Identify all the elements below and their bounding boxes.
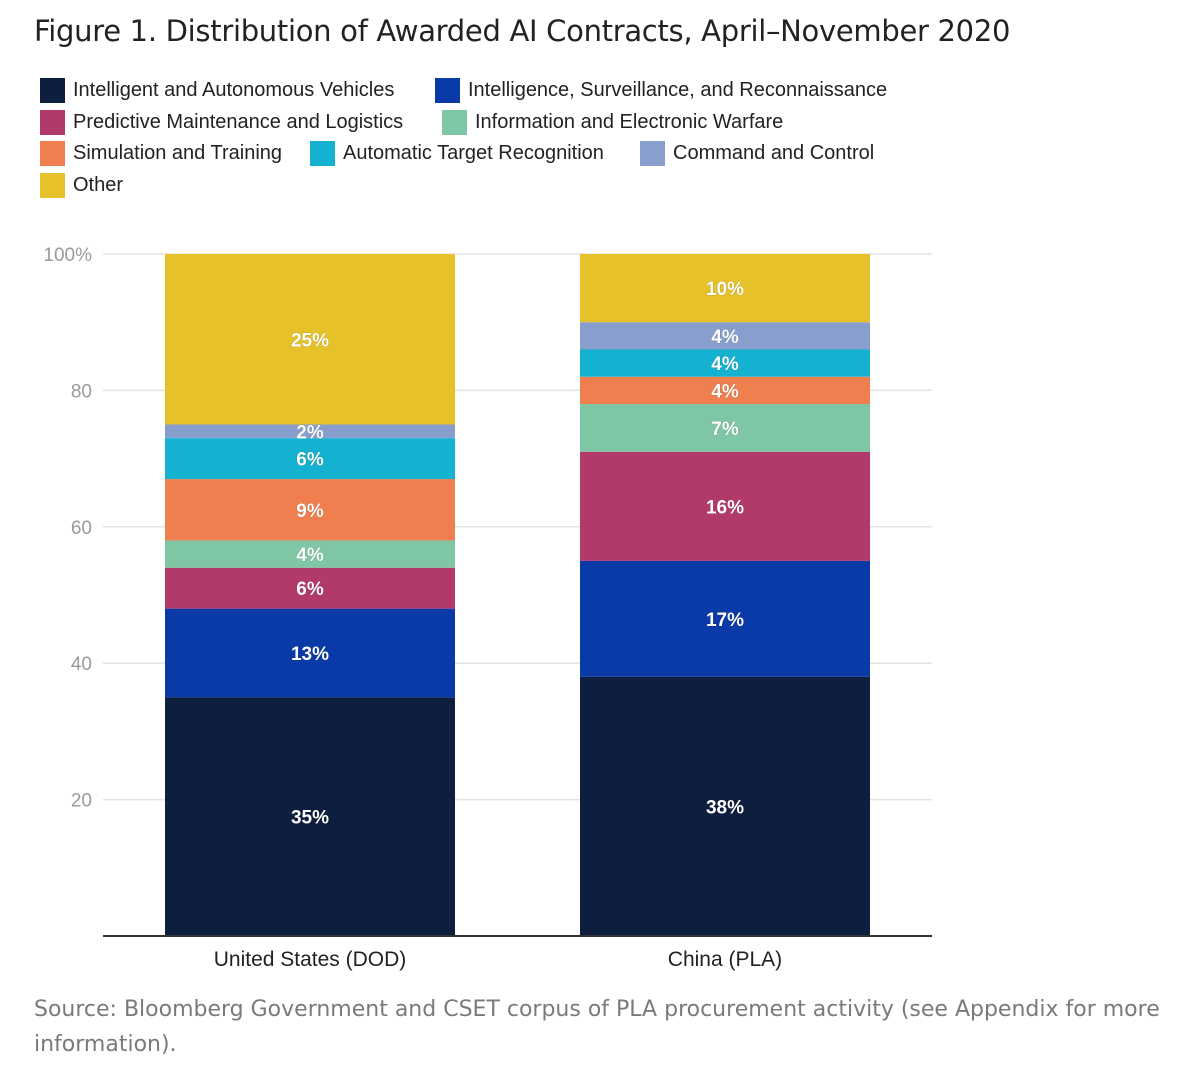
y-tick-label: 80 xyxy=(71,381,92,402)
legend-swatch xyxy=(40,141,65,166)
data-label: 16% xyxy=(706,497,744,518)
bar-segment xyxy=(165,438,455,480)
legend-swatch xyxy=(640,141,665,166)
legend-item-information-electronic-warfare: Information and Electronic Warfare xyxy=(442,110,783,135)
data-label: 4% xyxy=(711,327,739,348)
legend-label: Information and Electronic Warfare xyxy=(475,111,784,133)
legend-label: Automatic Target Recognition xyxy=(343,142,604,164)
data-label: 9% xyxy=(296,501,324,522)
legend-item-command-control: Command and Control xyxy=(640,141,874,166)
data-label: 25% xyxy=(291,330,329,351)
bar-segment xyxy=(580,451,870,561)
y-tick-label: 60 xyxy=(71,518,92,539)
bar-segment xyxy=(165,479,455,541)
data-label: 38% xyxy=(706,797,744,818)
bar-segment xyxy=(580,349,870,377)
legend-item-intelligent-autonomous-vehicles: Intelligent and Autonomous Vehicles xyxy=(40,78,394,103)
bar-segment xyxy=(580,254,870,323)
legend-item-simulation-training: Simulation and Training xyxy=(40,141,282,166)
data-label: 35% xyxy=(291,808,329,829)
bar-segment xyxy=(165,608,455,698)
y-tick-label: 20 xyxy=(71,791,92,812)
stacked-bar-chart: 20 40 60 80 100% 35% 13% 6% 4% 9% 6% 2% 25% United St… xyxy=(43,245,932,971)
legend-item-predictive-maintenance: Predictive Maintenance and Logistics xyxy=(40,110,403,135)
bar-segment xyxy=(580,560,870,677)
bar-segment xyxy=(580,404,870,452)
data-label: 4% xyxy=(711,381,739,402)
data-label: 13% xyxy=(291,644,329,665)
source-note: Source: Bloomberg Government and CSET co… xyxy=(34,997,1160,1057)
data-label: 10% xyxy=(706,279,744,300)
bar-segment xyxy=(580,376,870,405)
bar-segment xyxy=(580,676,870,936)
legend-label: Simulation and Training xyxy=(73,142,283,164)
legend-label: Command and Control xyxy=(673,142,875,164)
legend-swatch xyxy=(40,78,65,103)
data-label: 7% xyxy=(711,419,739,440)
data-label: 6% xyxy=(296,450,324,471)
bar-segment xyxy=(165,540,455,568)
legend-item-automatic-target-recognition: Automatic Target Recognition xyxy=(310,141,604,166)
figure-title: Figure 1. Distribution of Awarded AI Con… xyxy=(34,14,1011,48)
bar-segment xyxy=(580,322,870,350)
data-label: 6% xyxy=(296,579,324,600)
x-category-label: United States (DOD) xyxy=(214,948,407,971)
legend-label: Intelligent and Autonomous Vehicles xyxy=(73,79,395,101)
data-label: 4% xyxy=(711,354,739,375)
legend-swatch xyxy=(310,141,335,166)
legend-label: Other xyxy=(73,174,124,196)
legend-item-isr: Intelligence, Surveillance, and Reconnai… xyxy=(435,78,887,103)
bar-segment xyxy=(165,254,455,425)
data-label: 4% xyxy=(296,545,324,566)
bar-segment xyxy=(165,424,455,439)
legend-label: Predictive Maintenance and Logistics xyxy=(73,111,404,133)
legend-swatch xyxy=(435,78,460,103)
legend-swatch xyxy=(442,110,467,135)
bar-segment xyxy=(165,697,455,936)
x-category-label: China (PLA) xyxy=(668,948,782,971)
legend-swatch xyxy=(40,110,65,135)
data-label: 2% xyxy=(296,422,324,443)
legend-label: Intelligence, Surveillance, and Reconnai… xyxy=(468,79,888,101)
data-label: 17% xyxy=(706,610,744,631)
y-tick-label: 40 xyxy=(71,654,92,675)
bar-segment xyxy=(165,567,455,609)
y-tick-label: 100% xyxy=(43,245,92,266)
legend-swatch xyxy=(40,173,65,198)
legend-item-other: Other xyxy=(40,173,123,198)
